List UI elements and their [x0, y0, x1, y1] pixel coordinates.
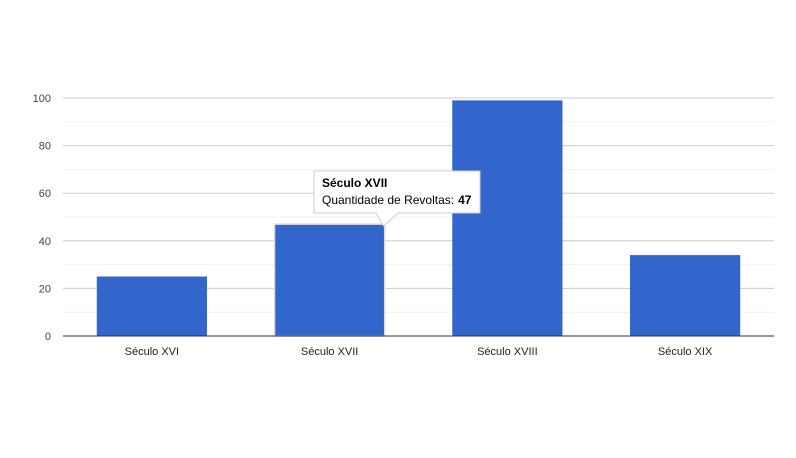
y-tick-label: 0	[45, 331, 51, 343]
tooltip-label: Quantidade de Revoltas:	[322, 193, 454, 207]
y-axis-labels: 0 20 40 60 80 100	[33, 93, 51, 343]
x-category-label: Século XVIII	[477, 346, 538, 358]
bar[interactable]	[452, 100, 563, 336]
tooltip-value: 47	[458, 193, 472, 207]
x-axis-labels: Século XVI Século XVII Século XVIII Século …	[125, 346, 713, 358]
x-category-label: Século XVI	[125, 346, 179, 358]
y-tick-label: 20	[39, 283, 51, 295]
tooltip-box	[313, 170, 481, 227]
bars	[96, 100, 741, 337]
bar[interactable]	[273, 223, 386, 337]
x-category-label: Século XVII	[301, 346, 358, 358]
y-tick-label: 100	[33, 93, 51, 105]
tooltip-line: Quantidade de Revoltas: 47	[322, 193, 472, 207]
bar[interactable]	[96, 276, 207, 337]
x-category-label: Século XIX	[658, 346, 713, 358]
y-tick-label: 40	[39, 236, 51, 248]
bar[interactable]	[630, 255, 741, 336]
y-tick-label: 60	[39, 188, 51, 200]
tooltip: Século XVII Quantidade de Revoltas: 47	[313, 170, 481, 227]
y-tick-label: 80	[39, 141, 51, 153]
tooltip-title: Século XVII	[322, 176, 387, 190]
